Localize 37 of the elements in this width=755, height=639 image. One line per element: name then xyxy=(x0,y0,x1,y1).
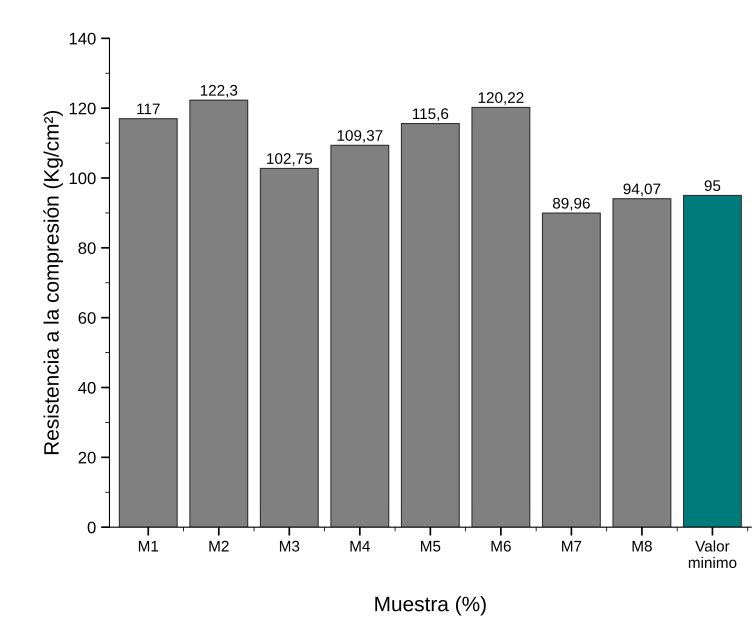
data-label: 109,37 xyxy=(338,130,382,143)
bar xyxy=(118,118,178,528)
bar xyxy=(542,212,601,528)
y-tick-label: 60 xyxy=(78,312,96,324)
y-tick-label: 120 xyxy=(70,102,96,114)
y-tick-label: 40 xyxy=(78,382,96,394)
data-label: 89,96 xyxy=(552,198,590,210)
x-tick-label: M7 xyxy=(562,540,582,552)
y-tick-label: 80 xyxy=(78,242,96,254)
x-axis-title: Muestra (%) xyxy=(375,596,486,616)
x-tick-label: M6 xyxy=(492,540,511,552)
y-tick-label: 100 xyxy=(70,172,96,184)
bar xyxy=(471,106,530,528)
x-tick-label: M8 xyxy=(632,540,652,552)
y-tick-label: 140 xyxy=(70,32,96,45)
y-axis-title: Resistencia a la compresión (Kg/cm²) xyxy=(43,110,63,454)
data-label: 117 xyxy=(137,104,160,114)
data-label: 102,75 xyxy=(267,153,312,166)
y-tick-label: 0 xyxy=(88,522,96,534)
x-tick-label: M2 xyxy=(209,540,229,552)
bar xyxy=(189,100,248,528)
bar xyxy=(400,122,460,528)
x-tick-label: M4 xyxy=(350,540,370,552)
data-label: 120,22 xyxy=(478,92,524,105)
x-tick-label: M1 xyxy=(138,540,158,552)
data-label: 122,3 xyxy=(200,84,238,98)
data-label: 94,07 xyxy=(624,183,660,196)
x-tick-label: M3 xyxy=(280,540,300,552)
bar xyxy=(260,168,319,528)
bar xyxy=(330,144,390,528)
x-tick-label: Valor minimo xyxy=(688,540,736,568)
x-tick-label: M5 xyxy=(420,540,440,552)
data-label: 95 xyxy=(704,180,720,192)
y-tick-label: 20 xyxy=(78,452,96,464)
data-label: 115,6 xyxy=(412,108,448,121)
bar xyxy=(682,194,742,528)
bar xyxy=(612,198,672,528)
